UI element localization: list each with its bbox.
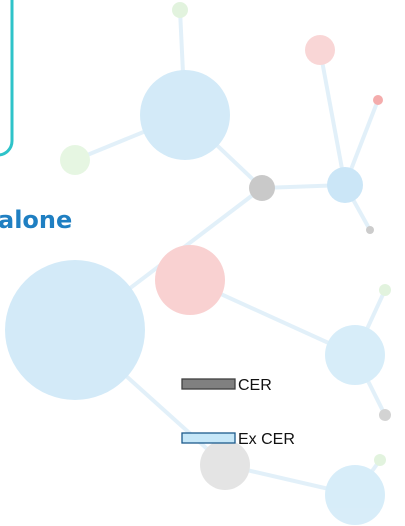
callout-box [0, 0, 14, 157]
legend-swatch [181, 432, 236, 444]
heading: alone [0, 206, 72, 234]
legend-label: Ex CER [238, 431, 295, 448]
legend-label: CER [238, 377, 272, 394]
legend: CER Ex CER [181, 377, 295, 448]
legend-swatch [181, 378, 236, 390]
molecule-background [5, 2, 391, 525]
